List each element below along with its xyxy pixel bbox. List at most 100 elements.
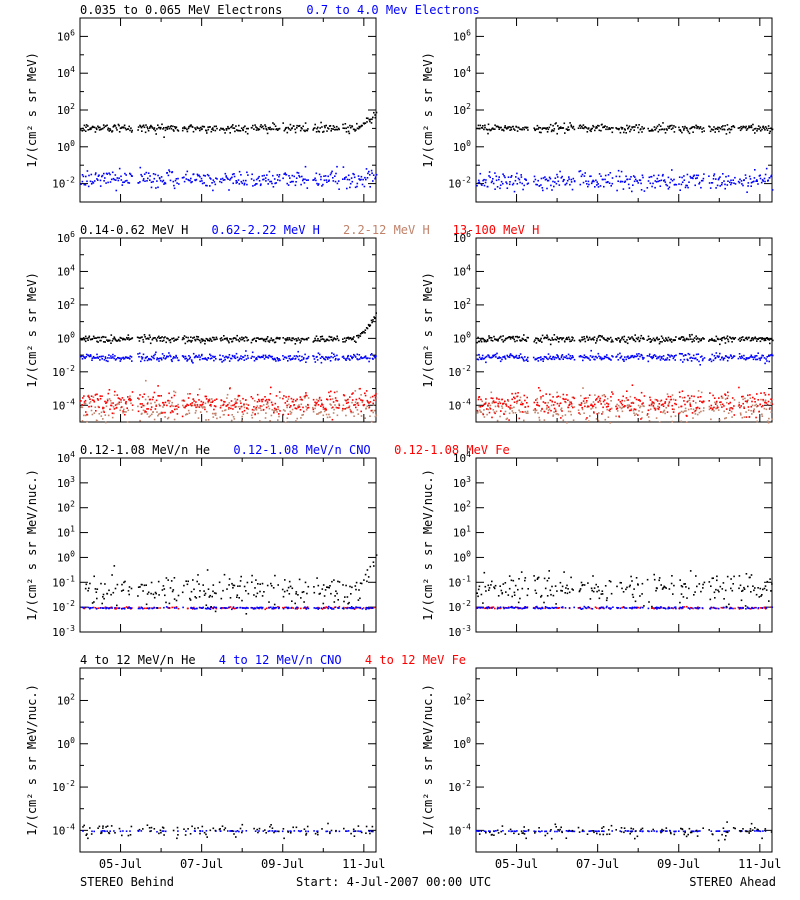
data-point xyxy=(181,338,184,341)
data-point xyxy=(713,355,716,357)
data-point xyxy=(518,126,520,129)
data-point xyxy=(104,336,107,339)
data-point xyxy=(176,338,179,340)
data-point xyxy=(166,417,169,420)
data-point xyxy=(693,337,696,339)
data-point xyxy=(265,406,268,409)
data-point xyxy=(86,170,89,172)
data-point xyxy=(204,175,206,177)
data-point xyxy=(692,338,694,341)
data-point xyxy=(327,175,329,178)
data-point xyxy=(762,337,765,340)
data-point xyxy=(192,579,194,581)
data-point xyxy=(181,129,184,132)
data-point xyxy=(565,398,567,400)
data-point xyxy=(640,334,643,337)
data-point xyxy=(329,416,331,418)
data-point xyxy=(203,126,206,128)
data-point xyxy=(577,127,580,129)
data-point xyxy=(479,406,482,408)
data-point xyxy=(229,132,231,134)
data-point xyxy=(185,580,187,582)
data-point xyxy=(159,177,161,180)
data-point xyxy=(751,181,754,183)
data-point xyxy=(81,180,84,183)
data-point xyxy=(770,411,773,413)
data-point xyxy=(512,412,515,414)
data-point xyxy=(729,354,732,356)
data-point xyxy=(230,338,232,340)
data-point xyxy=(542,177,545,179)
data-point xyxy=(606,397,609,400)
data-point xyxy=(206,569,209,571)
data-point xyxy=(480,126,483,129)
data-point xyxy=(513,396,515,399)
data-point xyxy=(260,606,263,609)
data-point xyxy=(110,593,112,596)
data-point xyxy=(502,335,504,337)
data-point xyxy=(537,357,540,359)
data-point xyxy=(627,126,630,129)
data-point xyxy=(662,358,664,360)
data-point xyxy=(673,339,675,342)
data-point xyxy=(745,411,747,413)
data-point xyxy=(114,587,117,590)
data-point xyxy=(212,400,214,402)
data-point xyxy=(294,357,297,360)
data-point xyxy=(584,172,586,174)
data-point xyxy=(768,132,771,134)
legend-entry: 0.12-1.08 MeV Fe xyxy=(394,443,510,457)
data-point xyxy=(771,353,773,356)
data-point xyxy=(327,356,330,358)
data-point xyxy=(168,339,171,342)
data-point xyxy=(634,414,636,416)
data-point xyxy=(536,337,538,340)
data-point xyxy=(220,181,223,184)
data-point xyxy=(131,129,133,132)
data-point xyxy=(495,175,498,178)
data-point xyxy=(316,413,318,415)
data-point xyxy=(375,414,377,417)
data-point xyxy=(354,401,357,403)
data-point xyxy=(361,399,364,402)
data-point xyxy=(556,391,558,394)
data-point xyxy=(491,402,494,404)
data-point xyxy=(479,124,482,127)
data-point xyxy=(255,595,257,598)
data-point xyxy=(197,574,199,576)
data-point xyxy=(226,337,228,339)
data-point xyxy=(319,336,322,338)
data-point xyxy=(236,398,239,401)
data-point xyxy=(486,340,489,342)
data-point xyxy=(607,403,610,405)
data-point xyxy=(101,358,103,360)
data-point xyxy=(593,339,595,341)
data-point xyxy=(268,170,271,173)
data-point xyxy=(291,127,293,129)
data-point xyxy=(534,339,536,341)
data-point xyxy=(344,358,347,360)
data-point xyxy=(492,400,495,402)
data-point xyxy=(715,407,717,410)
data-point xyxy=(332,180,335,182)
data-point xyxy=(330,407,333,409)
data-point xyxy=(726,184,729,186)
data-point xyxy=(314,127,316,129)
data-point xyxy=(349,126,352,129)
data-point xyxy=(497,402,499,405)
data-point xyxy=(201,353,203,356)
data-point xyxy=(591,405,594,407)
data-point xyxy=(226,397,228,399)
data-point xyxy=(516,357,519,359)
data-point xyxy=(479,127,481,130)
data-point xyxy=(476,341,478,344)
data-point xyxy=(97,341,99,343)
data-point xyxy=(328,179,330,182)
data-point xyxy=(357,404,360,406)
data-point xyxy=(287,339,289,341)
data-point xyxy=(368,407,370,409)
data-point xyxy=(277,359,280,362)
data-point xyxy=(172,411,174,413)
data-point xyxy=(527,182,530,185)
